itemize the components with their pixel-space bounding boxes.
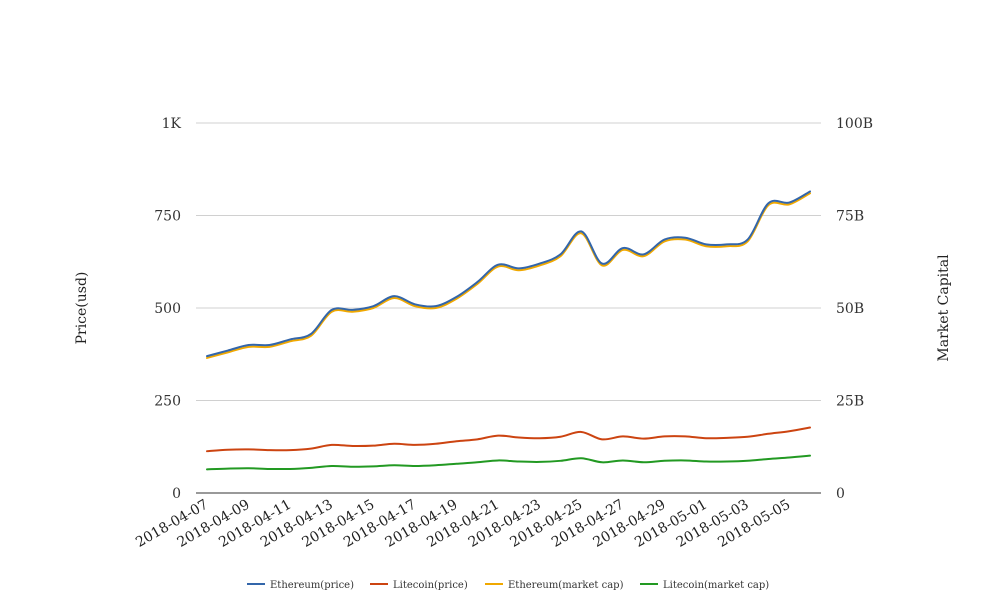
y-axis-title-left: Price(usd)	[74, 272, 90, 345]
y2-tick-label: 0	[836, 486, 845, 502]
series-line-ethereum-market-cap	[206, 192, 811, 359]
y-tick-label: 750	[154, 209, 181, 225]
series-line-litecoin-market-cap	[206, 454, 811, 471]
y-tick-label: 500	[154, 301, 181, 317]
legend-label: Ethereum(market cap)	[508, 580, 624, 591]
y-tick-label: 1K	[162, 116, 182, 132]
y-tick-label: 0	[172, 486, 181, 502]
y-axis-right: 0 25B 50B 75B 100B	[836, 116, 873, 502]
legend-label: Litecoin(price)	[393, 580, 468, 591]
y-tick-label: 250	[154, 394, 181, 410]
y2-tick-label: 25B	[836, 394, 864, 410]
legend: Ethereum(price) Litecoin(price) Ethereum(m…	[247, 580, 769, 591]
y-axis-title-right: Market Capital	[936, 254, 952, 362]
y2-tick-label: 75B	[836, 209, 864, 225]
y-axis-left: 0 250 500 750 1K	[154, 116, 181, 502]
legend-label: Ethereum(price)	[270, 580, 354, 591]
series-line-ethereum-price	[206, 190, 811, 358]
y2-tick-label: 100B	[836, 116, 873, 132]
y2-tick-label: 50B	[836, 301, 864, 317]
legend-label: Litecoin(market cap)	[663, 580, 769, 591]
series-line-litecoin-price	[206, 426, 811, 453]
grid-lines	[196, 122, 821, 401]
x-axis: 2018-04-072018-04-092018-04-112018-04-13…	[133, 497, 793, 551]
series-lines	[206, 190, 811, 471]
